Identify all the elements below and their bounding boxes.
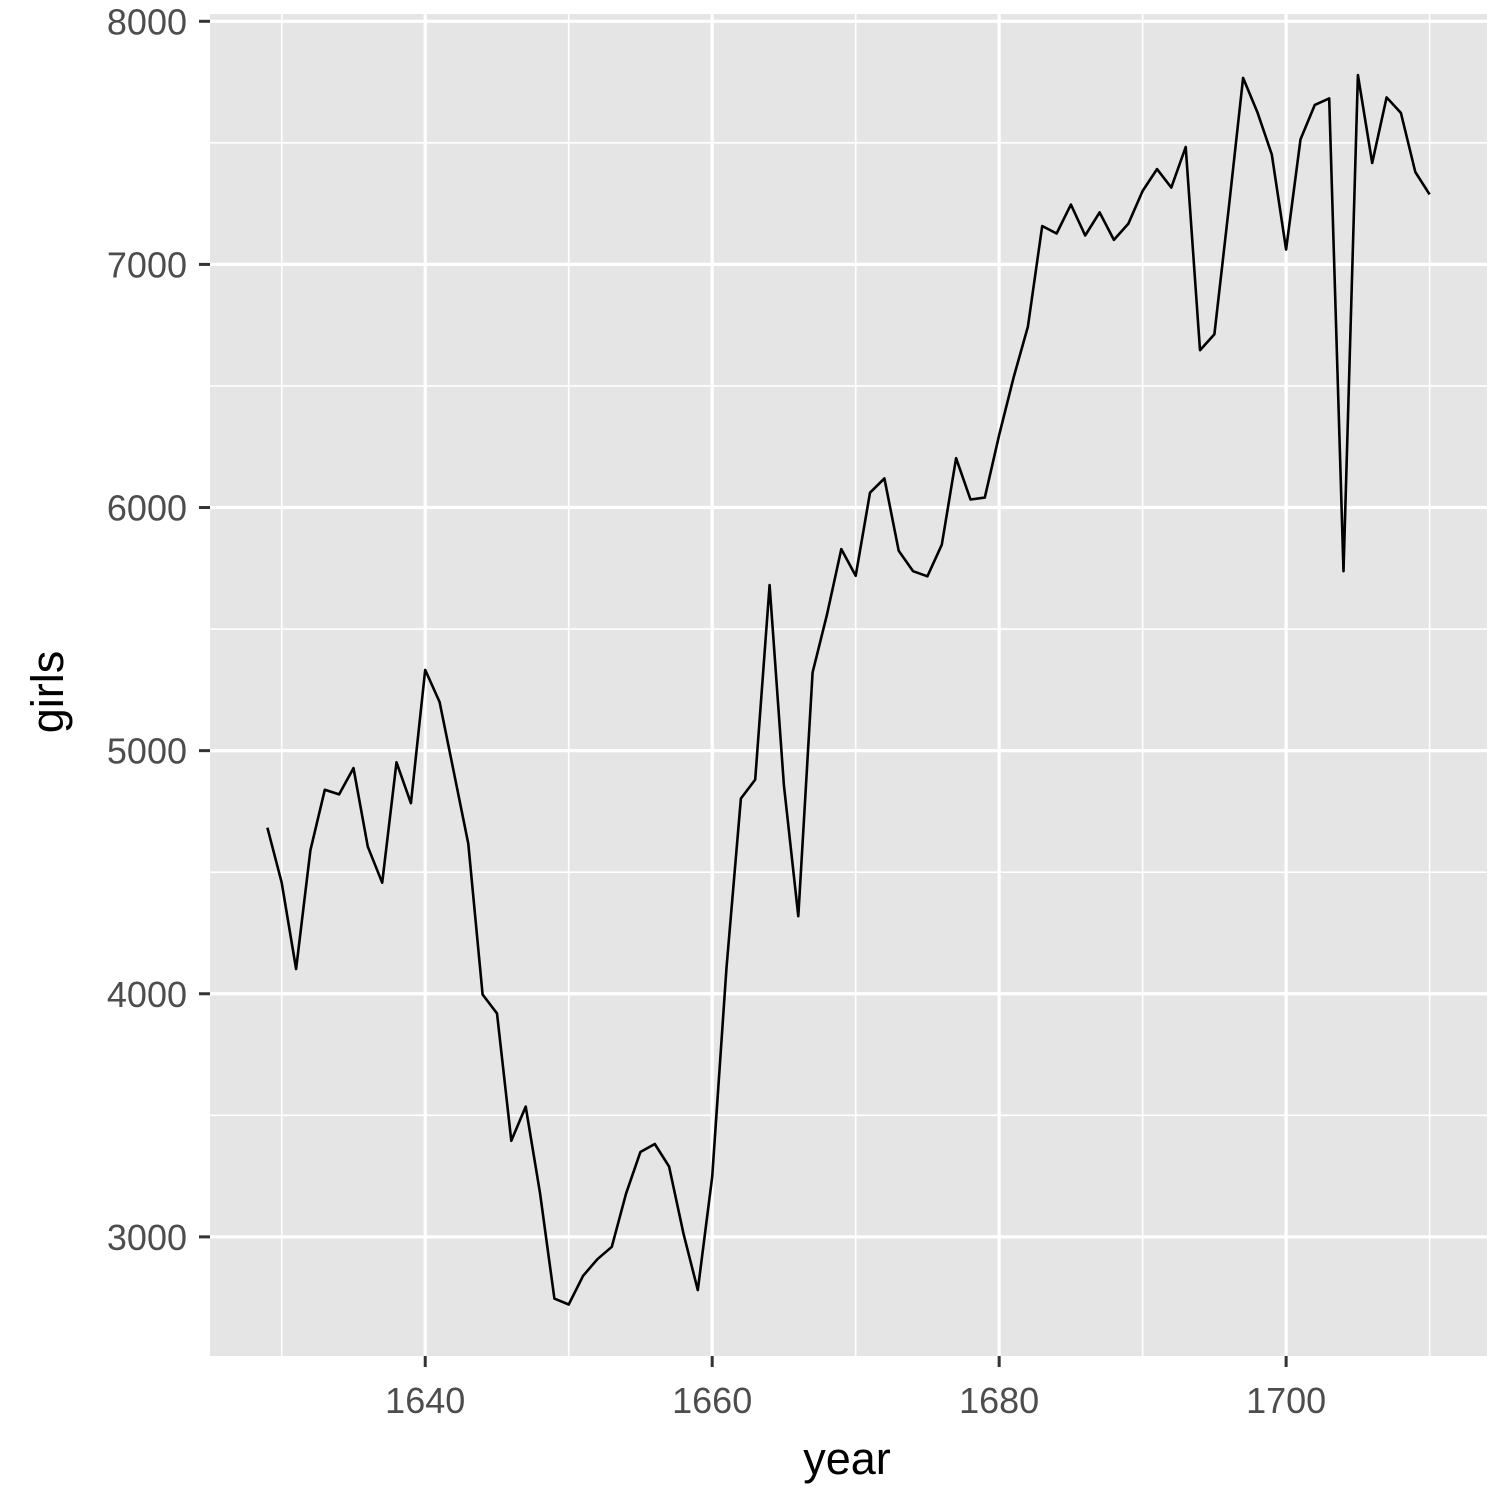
y-axis-title: girls bbox=[22, 651, 73, 734]
y-tick-label: 4000 bbox=[107, 974, 187, 1015]
x-tick-label: 1660 bbox=[672, 1380, 752, 1421]
x-tick-label: 1700 bbox=[1246, 1380, 1326, 1421]
x-tick-label: 1640 bbox=[385, 1380, 465, 1421]
y-tick-label: 8000 bbox=[107, 1, 187, 42]
y-tick-label: 7000 bbox=[107, 244, 187, 285]
y-tick-label: 3000 bbox=[107, 1217, 187, 1258]
plot-panel bbox=[210, 14, 1487, 1356]
minor-gridlines bbox=[210, 14, 1487, 1356]
y-tick-label: 6000 bbox=[107, 488, 187, 529]
x-tick-label: 1680 bbox=[959, 1380, 1039, 1421]
x-axis: 1640 1660 1680 1700 bbox=[385, 1356, 1326, 1421]
y-axis: 3000 4000 5000 6000 7000 8000 bbox=[107, 1, 210, 1258]
y-tick-label: 5000 bbox=[107, 731, 187, 772]
major-gridlines bbox=[210, 14, 1487, 1356]
series-line bbox=[266, 73, 1431, 1306]
x-axis-title: year bbox=[803, 1433, 891, 1484]
